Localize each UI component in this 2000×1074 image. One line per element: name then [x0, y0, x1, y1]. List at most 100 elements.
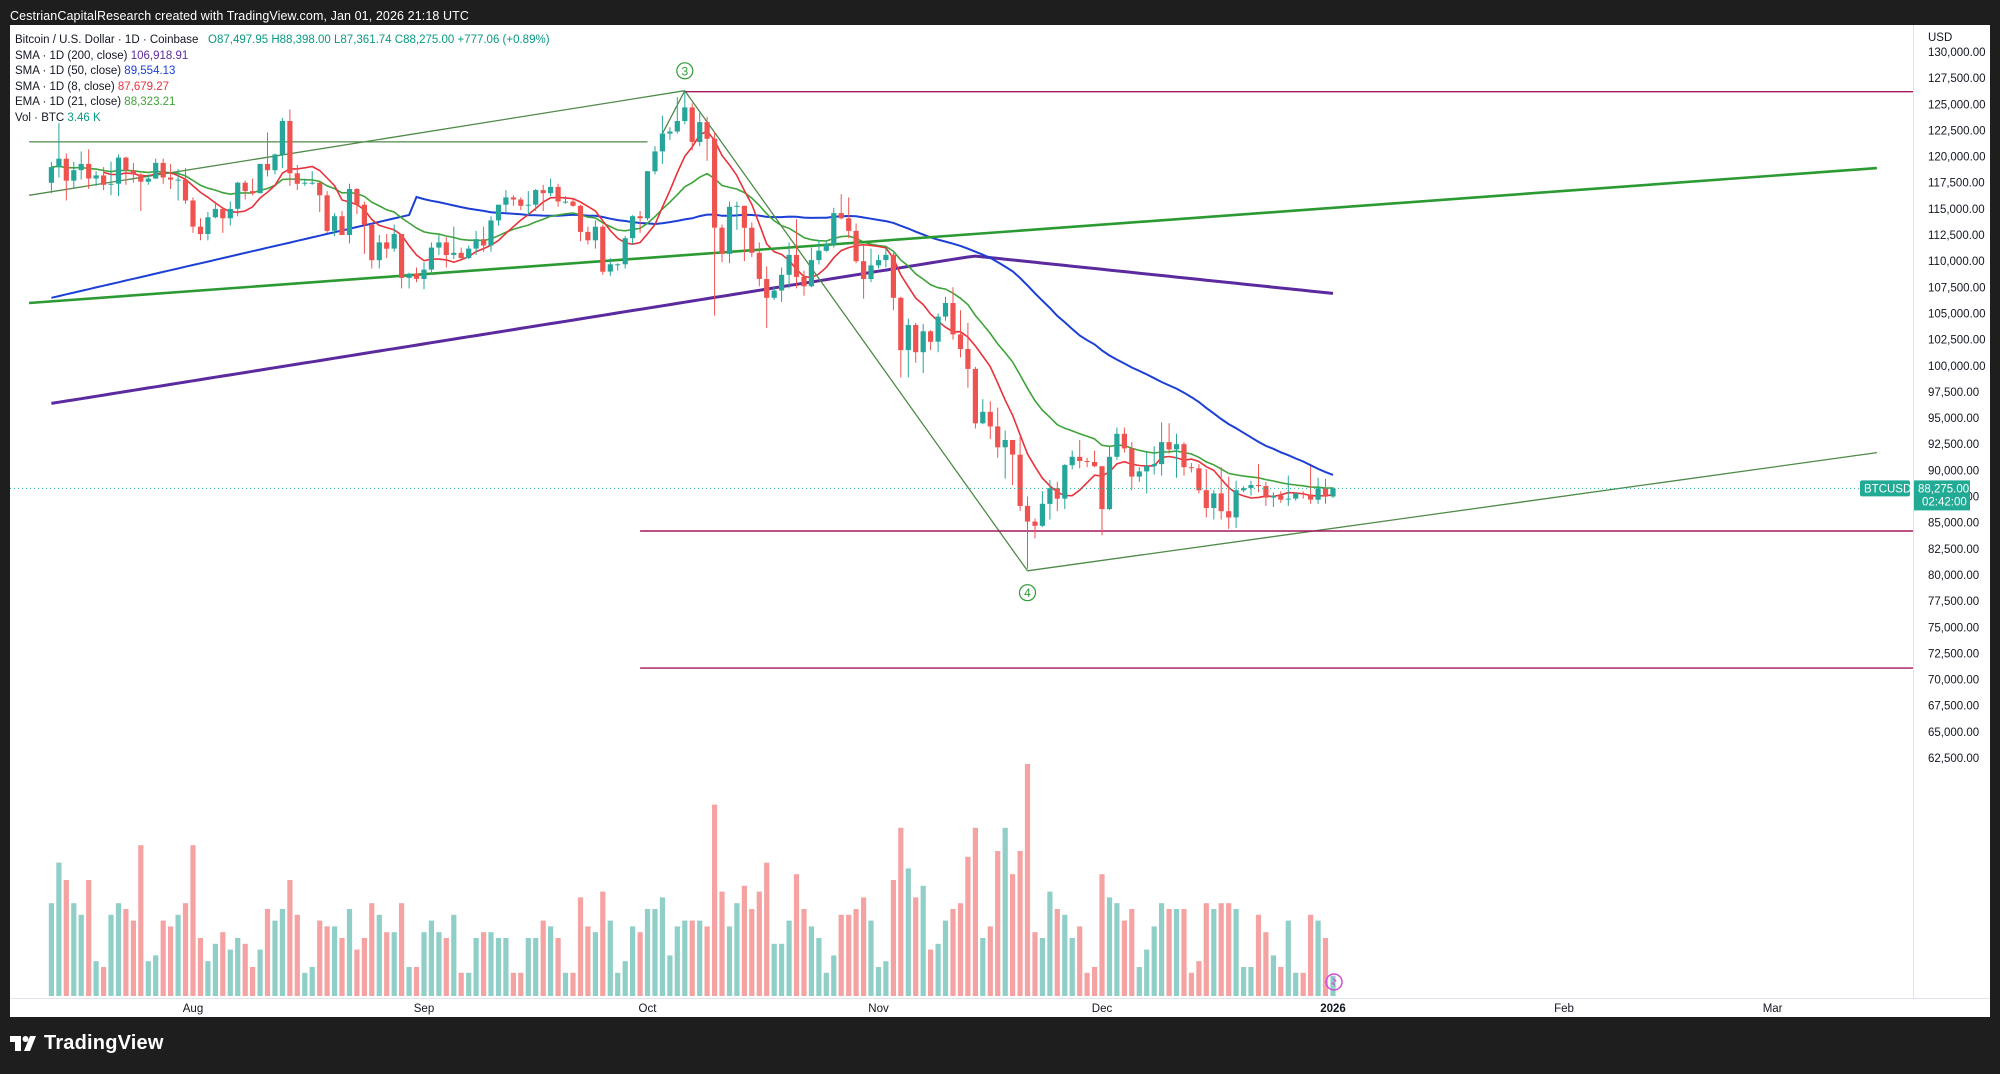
chart-settings-icon[interactable] — [1325, 973, 1343, 991]
legend-sma50-row[interactable]: SMA · 1D (50, close) 89,554.13 — [15, 64, 550, 80]
legend-sma200-row[interactable]: SMA · 1D (200, close) 106,918.91 — [15, 49, 550, 65]
candle-body — [1330, 488, 1336, 497]
volume-bar — [987, 926, 993, 996]
wave-3-ray[interactable] — [661, 90, 686, 134]
plot-area[interactable]: 34 — [10, 62, 1913, 996]
candle-body — [488, 220, 494, 246]
symbol-tag[interactable] — [1860, 480, 1910, 497]
candle-body — [540, 190, 546, 194]
price-axis[interactable]: 62,500.00 65,000.00 67,500.00 70,000.00 72,5… — [1928, 47, 1986, 765]
candle-body — [898, 297, 904, 351]
volume-bar — [1203, 903, 1209, 996]
candle-body — [957, 334, 964, 349]
candle-body — [674, 121, 680, 132]
price-tick-label: 100,000.00 — [1928, 361, 1986, 373]
candle-body — [1121, 433, 1127, 449]
last-price-tag[interactable] — [1914, 480, 1970, 511]
wave-channel-drop[interactable] — [684, 90, 1029, 572]
chart-frame[interactable]: 3 4 USD 62,500.00 65,000.00 67,500.00 70,000.0… — [10, 25, 1990, 1017]
volume-bar — [712, 804, 718, 996]
volume-bar — [175, 914, 181, 996]
time-axis[interactable]: Aug Sep Oct Nov Dec 2026 Feb Mar — [183, 1003, 1783, 1015]
candle-body — [682, 107, 688, 121]
volume-bar — [674, 926, 680, 996]
candle-body — [235, 182, 241, 209]
legend-volume-row[interactable]: Vol · BTC 3.46 K — [15, 111, 550, 127]
price-tick-label: 122,500.00 — [1928, 125, 1986, 137]
candle-body — [1285, 498, 1291, 500]
candle-body — [1032, 521, 1038, 526]
candle-body — [1069, 456, 1075, 466]
candle-body — [704, 122, 710, 139]
candle-body — [734, 205, 740, 207]
volume-bar — [913, 897, 919, 996]
volume-bar — [436, 932, 442, 996]
volume-bar — [682, 920, 688, 996]
candle-body — [1278, 495, 1284, 500]
volume-bar — [1099, 874, 1105, 996]
candle-body — [1226, 511, 1232, 518]
volume-bar — [846, 914, 852, 996]
price-tick-label: 120,000.00 — [1928, 152, 1986, 164]
price-tick-label: 62,500.00 — [1928, 753, 1979, 765]
volume-bar — [1136, 967, 1142, 996]
volume-bar — [332, 926, 338, 996]
footer-bar — [0, 1017, 2000, 1074]
wave-4-marker[interactable]: 4 — [1018, 584, 1037, 602]
candle-body — [1129, 448, 1135, 477]
volume-bar — [130, 920, 136, 996]
volume-bar — [279, 909, 285, 996]
candle-body — [324, 195, 330, 231]
candle-body — [987, 411, 993, 427]
legend-ema21-row[interactable]: EMA · 1D (21, close) 88,323.21 — [15, 95, 550, 111]
candle-body — [1024, 505, 1031, 522]
candle-body — [667, 131, 673, 134]
price-tick-label: 102,500.00 — [1928, 335, 1986, 347]
volume-bar — [890, 880, 896, 996]
wave-4-marker-label: 4 — [1024, 586, 1031, 600]
volume-bar — [734, 903, 740, 996]
tradingview-logo[interactable]: TradingView — [10, 1032, 164, 1055]
candle-body — [644, 171, 651, 219]
candle-body — [168, 177, 174, 180]
tradingview-brand: TradingView — [44, 1032, 164, 1054]
time-tick-label: Feb — [1554, 1003, 1574, 1015]
candle-body — [436, 242, 442, 248]
candle-body — [406, 273, 412, 278]
candle-body — [972, 368, 978, 424]
volume-bar — [421, 932, 427, 996]
volume-bar — [138, 845, 144, 996]
volume-bar — [473, 938, 479, 996]
candle-body — [779, 274, 785, 291]
candle-body — [1039, 503, 1045, 526]
volume-bar — [525, 938, 531, 996]
volume-bar — [160, 920, 166, 996]
volume-bar — [168, 926, 174, 996]
candle-body — [242, 182, 248, 192]
volume-bar — [1255, 914, 1262, 996]
price-tick-label: 75,000.00 — [1928, 622, 1979, 634]
candle-body — [518, 199, 524, 206]
volume-bar — [63, 880, 69, 996]
wedge-lower-trendline[interactable] — [29, 166, 1877, 305]
volume-bar — [838, 914, 844, 996]
legend-sma8-row[interactable]: SMA · 1D (8, close) 87,679.27 — [15, 80, 550, 96]
volume-bar — [1129, 909, 1135, 996]
legend-symbol[interactable]: Bitcoin / U.S. Dollar · 1D · Coinbase — [15, 34, 199, 46]
volume-bar — [346, 909, 353, 996]
volume-bar — [793, 874, 800, 996]
volume-bar — [220, 932, 226, 996]
sma-8-line — [103, 129, 1334, 499]
price-tick-label: 65,000.00 — [1928, 727, 1979, 739]
wave-4-support-line[interactable] — [1027, 451, 1877, 572]
volume-bar — [250, 967, 256, 996]
candle-body — [1106, 456, 1113, 510]
candle-body — [466, 248, 472, 258]
candle-body — [495, 204, 502, 221]
price-chart[interactable]: 34USD62,500.0065,000.0067,500.0070,000.0… — [10, 25, 1990, 1017]
candle-body — [652, 151, 658, 172]
candle-body — [361, 204, 367, 225]
candle-body — [481, 239, 487, 246]
volume-bar — [570, 972, 576, 996]
wave-3-marker[interactable]: 3 — [676, 62, 694, 80]
